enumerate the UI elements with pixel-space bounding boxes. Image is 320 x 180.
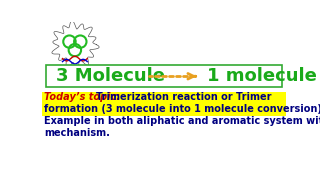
Bar xyxy=(42,92,286,104)
Text: mechanism.: mechanism. xyxy=(44,128,110,138)
Text: 3 Molecule: 3 Molecule xyxy=(55,67,164,85)
Text: 1 molecule: 1 molecule xyxy=(207,67,316,85)
Text: Today’s topic:: Today’s topic: xyxy=(44,93,127,102)
Text: Example in both aliphatic and aromatic system with: Example in both aliphatic and aromatic s… xyxy=(44,116,320,126)
Text: Trimerization reaction or Trimer: Trimerization reaction or Trimer xyxy=(96,93,271,102)
Bar xyxy=(42,104,286,116)
Text: formation (3 molecule into 1 molecule conversion):: formation (3 molecule into 1 molecule co… xyxy=(44,104,320,114)
Bar xyxy=(46,66,282,87)
